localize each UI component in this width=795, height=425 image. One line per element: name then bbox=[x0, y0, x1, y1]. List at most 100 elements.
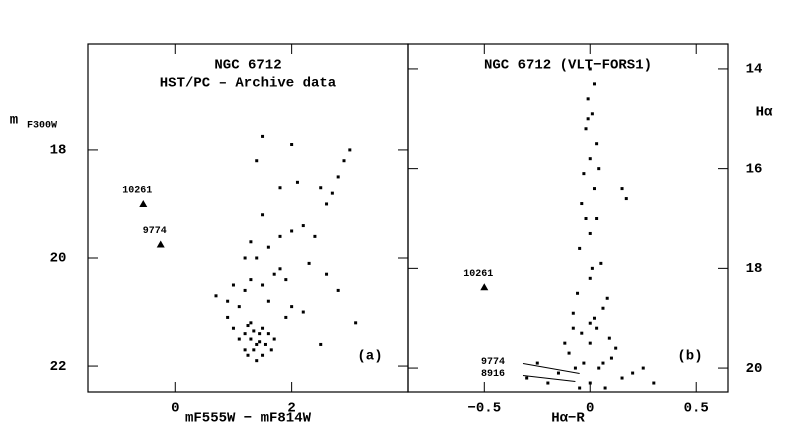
star-point bbox=[243, 348, 247, 352]
star-point bbox=[319, 186, 323, 190]
panel-title: NGC 6712 bbox=[214, 58, 281, 74]
star-point bbox=[301, 224, 305, 228]
star-point bbox=[601, 306, 605, 310]
x-axis-label: mF555W − mF814W bbox=[185, 411, 312, 425]
y-tick-label: 18 bbox=[50, 143, 67, 159]
star-point bbox=[592, 82, 596, 86]
star-point bbox=[243, 256, 247, 260]
star-point bbox=[237, 337, 241, 341]
star-point bbox=[588, 231, 592, 235]
star-point bbox=[586, 117, 590, 121]
star-point bbox=[255, 159, 259, 163]
star-point bbox=[284, 315, 288, 319]
panel-title: NGC 6712 (VLT−FORS1) bbox=[484, 58, 652, 74]
star-point bbox=[595, 216, 599, 220]
star-label: 10261 bbox=[463, 269, 493, 280]
star-point bbox=[301, 310, 305, 314]
star-point bbox=[597, 366, 601, 370]
y-tick-label: 22 bbox=[50, 359, 67, 375]
star-point bbox=[620, 376, 624, 380]
star-point bbox=[592, 187, 596, 191]
star-point bbox=[592, 316, 596, 320]
star-point bbox=[641, 366, 645, 370]
y-tick-label: 16 bbox=[746, 161, 763, 177]
star-point bbox=[590, 266, 594, 270]
star-point bbox=[563, 341, 567, 345]
star-point bbox=[319, 342, 323, 346]
star-point bbox=[605, 296, 609, 300]
star-point bbox=[614, 346, 618, 350]
star-point bbox=[607, 336, 611, 340]
star-point bbox=[261, 134, 265, 138]
star-point bbox=[278, 234, 282, 238]
star-point bbox=[290, 305, 294, 309]
star-point bbox=[307, 261, 311, 265]
star-point bbox=[584, 127, 588, 131]
star-point bbox=[226, 315, 230, 319]
star-point bbox=[255, 256, 259, 260]
star-point bbox=[609, 356, 613, 360]
star-point bbox=[571, 311, 575, 315]
star-point bbox=[580, 331, 584, 335]
y-tick-label: 20 bbox=[746, 361, 763, 377]
star-point bbox=[588, 341, 592, 345]
star-point bbox=[578, 246, 582, 250]
star-point bbox=[588, 157, 592, 161]
star-point bbox=[546, 381, 550, 385]
star-point bbox=[325, 202, 329, 206]
star-point bbox=[342, 159, 346, 163]
star-point bbox=[249, 321, 253, 325]
star-label: 9774 bbox=[143, 226, 167, 237]
pointer-line bbox=[522, 375, 576, 383]
x-axis-label: Hα−R bbox=[551, 411, 585, 425]
star-point bbox=[620, 187, 624, 191]
star-point bbox=[290, 229, 294, 233]
star-label: 8916 bbox=[481, 369, 505, 380]
y-tick-label: 14 bbox=[746, 62, 763, 78]
star-point bbox=[249, 240, 253, 244]
star-point bbox=[214, 294, 218, 298]
star-point bbox=[290, 143, 294, 147]
star-point bbox=[272, 337, 276, 341]
star-point bbox=[348, 148, 352, 152]
star-label: 10261 bbox=[122, 186, 152, 197]
star-point bbox=[313, 234, 317, 238]
star-point bbox=[255, 342, 259, 346]
panel-subtitle: HST/PC – Archive data bbox=[160, 76, 337, 92]
x-tick-label: 0 bbox=[586, 401, 594, 417]
star-point bbox=[652, 381, 656, 385]
star-point bbox=[603, 386, 607, 390]
panel-label: (a) bbox=[357, 349, 382, 365]
frame bbox=[407, 43, 729, 393]
star-point bbox=[595, 142, 599, 146]
pointer-line bbox=[522, 363, 580, 375]
star-point bbox=[261, 283, 265, 287]
star-point bbox=[258, 340, 262, 344]
star-point bbox=[252, 348, 256, 352]
star-point bbox=[261, 326, 265, 330]
star-point bbox=[588, 321, 592, 325]
star-point bbox=[535, 361, 539, 365]
star-point bbox=[243, 332, 247, 336]
star-point bbox=[582, 361, 586, 365]
triangle-marker bbox=[139, 199, 148, 207]
star-point bbox=[571, 326, 575, 330]
panel-label: (b) bbox=[677, 349, 702, 365]
y-tick-label: 20 bbox=[50, 251, 67, 267]
star-point bbox=[272, 272, 276, 276]
star-point bbox=[631, 371, 635, 375]
star-point bbox=[586, 97, 590, 101]
y-axis-label-sub: F300W bbox=[27, 121, 57, 132]
y-axis-label: m bbox=[10, 113, 18, 129]
star-point bbox=[261, 353, 265, 357]
star-point bbox=[295, 180, 299, 184]
triangle-marker bbox=[156, 240, 165, 248]
star-point bbox=[601, 361, 605, 365]
star-point bbox=[580, 202, 584, 206]
star-point bbox=[330, 191, 334, 195]
star-point bbox=[525, 376, 529, 380]
star-label: 9774 bbox=[481, 357, 505, 368]
star-point bbox=[249, 278, 253, 282]
star-point bbox=[588, 276, 592, 280]
